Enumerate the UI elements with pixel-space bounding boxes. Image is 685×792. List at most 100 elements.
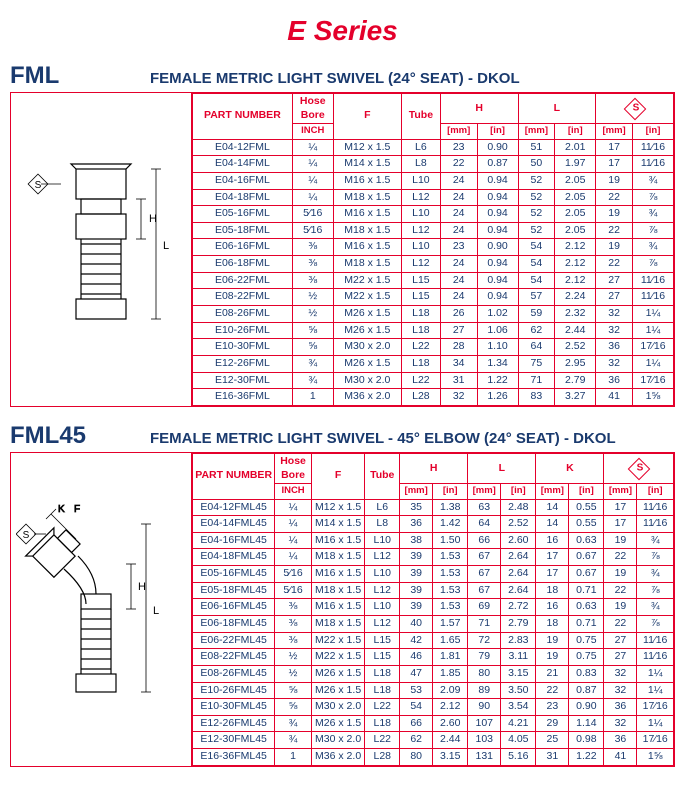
cell: 36: [400, 516, 433, 533]
cell: E08-22FML: [193, 289, 293, 306]
cell: 63: [468, 499, 501, 516]
diagram: S H L: [11, 93, 192, 406]
cell: E05-18FML45: [193, 582, 275, 599]
col-s-in: [in]: [637, 484, 674, 499]
cell: L18: [401, 355, 440, 372]
cell: 19: [604, 599, 637, 616]
cell: E06-16FML45: [193, 599, 275, 616]
cell: E12-30FML: [193, 372, 293, 389]
cell: ⅝: [292, 339, 333, 356]
cell: M26 x 1.5: [311, 715, 365, 732]
cell: 2.32: [555, 306, 596, 323]
cell: 16: [536, 599, 569, 616]
cell: E12-26FML45: [193, 715, 275, 732]
cell: L18: [401, 322, 440, 339]
table-row: E08-22FML½M22 x 1.5L15240.94572.242711⁄1…: [193, 289, 674, 306]
cell: 0.94: [477, 189, 518, 206]
cell: E04-14FML45: [193, 516, 275, 533]
cell: E08-26FML: [193, 306, 293, 323]
cell: 23: [440, 239, 477, 256]
cell: 62: [518, 322, 555, 339]
cell: ½: [275, 665, 312, 682]
table-row: E04-16FML¼M16 x 1.5L10240.94522.0519¾: [193, 172, 674, 189]
cell: M18 x 1.5: [311, 615, 365, 632]
cell: 80: [400, 749, 433, 766]
cell: 2.12: [555, 272, 596, 289]
table-row: E10-26FML⅝M26 x 1.5L18271.06622.44321¼: [193, 322, 674, 339]
cell: 2.64: [501, 566, 536, 583]
cell: 22: [596, 222, 633, 239]
cell: 1.81: [433, 649, 468, 666]
cell: 3.15: [501, 665, 536, 682]
cell: M30 x 2.0: [311, 699, 365, 716]
cell: M16 x 1.5: [311, 566, 365, 583]
cell: ½: [292, 306, 333, 323]
cell: E05-16FML45: [193, 566, 275, 583]
cell: 19: [596, 172, 633, 189]
cell: E10-30FML: [193, 339, 293, 356]
cell: 11⁄16: [632, 272, 673, 289]
cell: 0.94: [477, 289, 518, 306]
cell: 22: [536, 682, 569, 699]
cell: 24: [440, 189, 477, 206]
cell: 11⁄16: [637, 649, 674, 666]
table-row: E06-16FML⅜M16 x 1.5L10230.90542.1219¾: [193, 239, 674, 256]
cell: E05-18FML: [193, 222, 293, 239]
cell: 2.12: [433, 699, 468, 716]
cell: 39: [400, 549, 433, 566]
cell: 19: [536, 649, 569, 666]
cell: L12: [365, 615, 400, 632]
cell: E05-16FML: [193, 206, 293, 223]
cell: ¾: [632, 239, 673, 256]
svg-text:F: F: [74, 504, 80, 515]
cell: 1.22: [569, 749, 604, 766]
cell: L6: [365, 499, 400, 516]
cell: ⅞: [632, 189, 673, 206]
cell: 0.55: [569, 516, 604, 533]
cell: 1.97: [555, 156, 596, 173]
cell: L18: [401, 306, 440, 323]
cell: L18: [365, 715, 400, 732]
cell: ⅞: [637, 582, 674, 599]
cell: E08-22FML45: [193, 649, 275, 666]
cell: 26: [440, 306, 477, 323]
cell: 32: [604, 665, 637, 682]
cell: 2.24: [555, 289, 596, 306]
cell: L12: [401, 222, 440, 239]
section-fml45: FML45 FEMALE METRIC LIGHT SWIVEL - 45° E…: [10, 422, 675, 767]
cell: L12: [365, 582, 400, 599]
cell: 4.21: [501, 715, 536, 732]
table-row: E05-18FML455⁄16M18 x 1.5L12391.53672.641…: [193, 582, 674, 599]
cell: 52: [518, 222, 555, 239]
cell: ¾: [637, 599, 674, 616]
cell: 24: [440, 172, 477, 189]
col-s-mm: [mm]: [604, 484, 637, 499]
cell: 1.53: [433, 549, 468, 566]
cell: 36: [604, 732, 637, 749]
cell: ¾: [275, 715, 312, 732]
cell: 47: [400, 665, 433, 682]
col-l-mm: [mm]: [518, 124, 555, 139]
table-row: E08-26FML½M26 x 1.5L18261.02592.32321¼: [193, 306, 674, 323]
svg-text:S: S: [35, 180, 42, 191]
col-bore-sub: INCH: [292, 124, 333, 139]
col-tube: Tube: [401, 94, 440, 140]
cell: 1.02: [477, 306, 518, 323]
cell: 39: [400, 599, 433, 616]
cell: 1.85: [433, 665, 468, 682]
cell: 107: [468, 715, 501, 732]
table-row: E12-30FML¾M30 x 2.0L22311.22712.793617⁄1…: [193, 372, 674, 389]
cell: ¼: [292, 172, 333, 189]
cell: 0.90: [477, 139, 518, 156]
cell: M22 x 1.5: [311, 649, 365, 666]
table-row: E04-12FML45¼M12 x 1.5L6351.38632.48140.5…: [193, 499, 674, 516]
col-k-mm: [mm]: [536, 484, 569, 499]
cell: L10: [401, 239, 440, 256]
series-title: E Series: [10, 15, 675, 47]
cell: 3.15: [433, 749, 468, 766]
cell: 2.01: [555, 139, 596, 156]
cell: 0.83: [569, 665, 604, 682]
cell: 0.75: [569, 632, 604, 649]
cell: M22 x 1.5: [311, 632, 365, 649]
cell: 2.60: [433, 715, 468, 732]
